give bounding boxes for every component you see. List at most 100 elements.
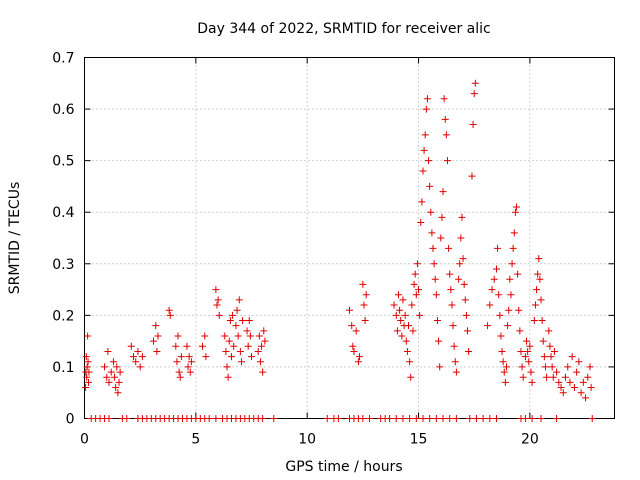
data-point (172, 342, 180, 350)
data-point (584, 373, 592, 381)
data-point (426, 415, 434, 422)
data-point (518, 363, 526, 371)
data-point (226, 317, 234, 325)
data-point (496, 311, 504, 319)
data-point (540, 353, 548, 361)
data-point (431, 275, 439, 283)
data-point (527, 368, 535, 376)
data-point (450, 342, 458, 350)
y-tick-label: 0 (66, 412, 75, 428)
data-point (502, 363, 510, 371)
data-point (407, 373, 415, 381)
data-point (123, 415, 131, 422)
data-point (392, 415, 400, 422)
data-point (494, 244, 502, 252)
data-point (582, 394, 590, 402)
data-point (437, 234, 445, 242)
data-point (132, 358, 140, 366)
data-point (541, 363, 549, 371)
data-point (406, 415, 414, 422)
data-point (183, 342, 191, 350)
data-point (346, 306, 353, 314)
data-point (471, 79, 479, 87)
data-point (350, 347, 358, 355)
data-point (570, 384, 578, 392)
axis-ticks (84, 57, 615, 419)
x-tick-label: 5 (191, 432, 200, 448)
data-point (348, 322, 356, 330)
data-point (225, 337, 233, 345)
data-point (587, 384, 595, 392)
data-point (426, 182, 434, 190)
data-point (486, 415, 494, 422)
data-point (232, 322, 240, 330)
data-point (547, 353, 555, 361)
data-point (588, 415, 596, 422)
y-tick-label: 0.2 (52, 308, 74, 324)
x-axis-title: GPS time / hours (285, 459, 402, 475)
x-tick-label: 0 (80, 432, 89, 448)
data-point (114, 389, 122, 397)
data-point (429, 244, 437, 252)
data-point (236, 347, 244, 355)
data-point (82, 353, 90, 361)
data-point (438, 213, 446, 221)
data-point (545, 327, 553, 335)
data-point (359, 280, 367, 288)
data-point (537, 296, 545, 304)
data-point (533, 286, 541, 294)
data-point (517, 347, 525, 355)
data-point (214, 296, 222, 304)
data-point (154, 332, 162, 340)
data-point (202, 353, 210, 361)
data-point (462, 311, 470, 319)
data-point (361, 317, 369, 325)
data-point (235, 296, 243, 304)
data-point (427, 208, 435, 216)
data-point (177, 353, 185, 361)
data-point (401, 311, 409, 319)
data-point (417, 219, 425, 227)
data-point (430, 260, 438, 268)
data-point (83, 363, 91, 371)
data-point (472, 415, 480, 422)
data-point (513, 203, 521, 211)
y-tick-labels: 0 0.1 0.2 0.3 0.4 0.5 0.6 0.7 (52, 51, 74, 428)
data-point (254, 347, 262, 355)
data-point (185, 353, 193, 361)
data-point (535, 255, 543, 263)
data-point (115, 378, 123, 386)
data-point (432, 291, 440, 299)
data-point (111, 373, 119, 381)
data-point (105, 378, 113, 386)
data-point (212, 286, 220, 294)
data-point (521, 353, 529, 361)
data-point (366, 415, 374, 422)
data-point (528, 415, 536, 422)
data-point (447, 286, 455, 294)
data-point (418, 198, 426, 206)
data-point (484, 322, 492, 330)
data-point (408, 301, 416, 309)
data-point (82, 384, 90, 392)
data-point (457, 234, 465, 242)
data-point (224, 373, 232, 381)
data-point (486, 301, 494, 309)
data-point (399, 415, 407, 422)
data-point (222, 347, 230, 355)
data-point (492, 415, 500, 422)
data-point (229, 311, 237, 319)
data-point (537, 415, 545, 422)
data-point (465, 347, 473, 355)
data-point (519, 373, 527, 381)
data-point (469, 121, 477, 129)
y-tick-label: 0.3 (52, 257, 74, 273)
data-point (403, 347, 411, 355)
data-point (205, 415, 213, 422)
data-point (187, 358, 195, 366)
data-point (514, 270, 522, 278)
data-point (153, 347, 161, 355)
data-point (233, 306, 241, 314)
data-point (411, 270, 419, 278)
